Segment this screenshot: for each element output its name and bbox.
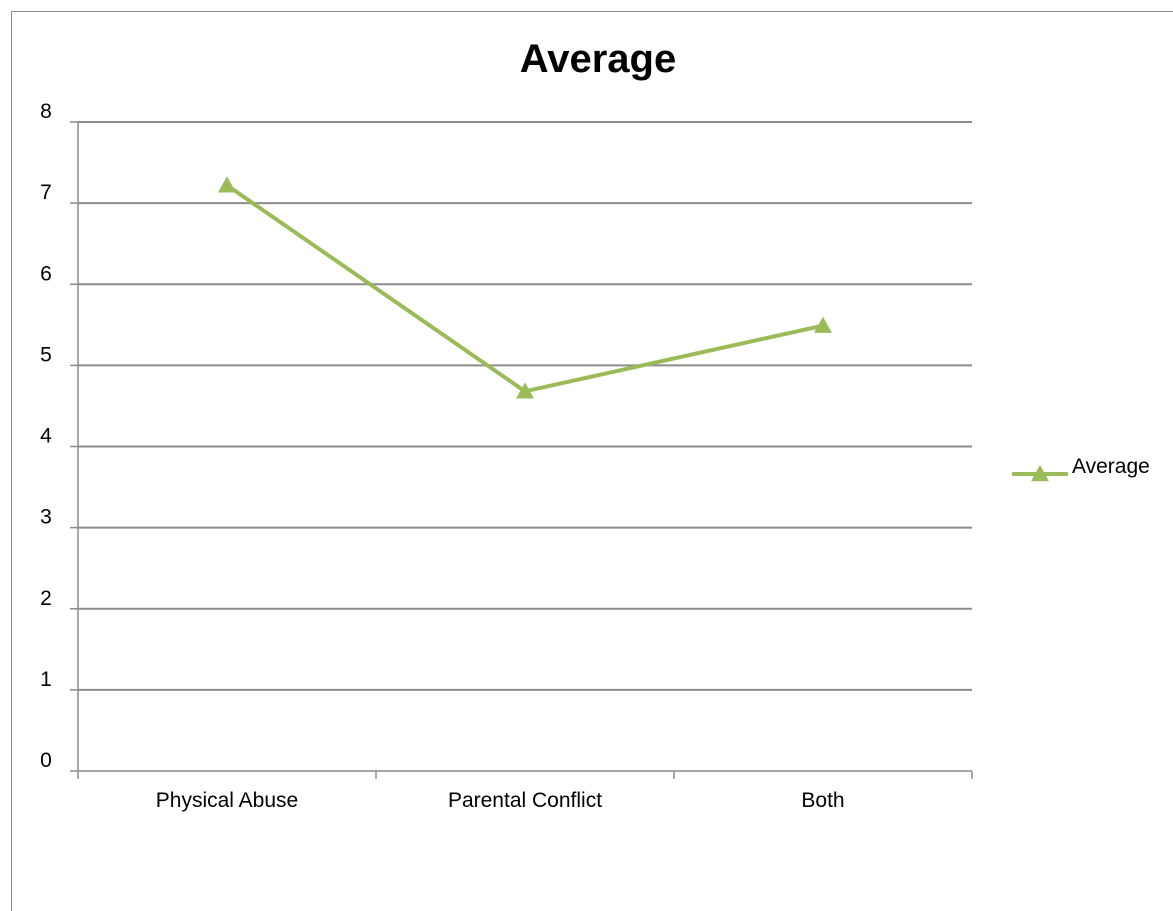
line-chart: Average 0 1 2 3 4 5 6 7 8 Physical Abuse Parental … <box>40 37 1150 812</box>
chart-title: Average <box>520 37 676 81</box>
y-tick-label: 6 <box>40 262 52 285</box>
x-tick-label: Physical Abuse <box>156 789 298 812</box>
x-tick-label: Parental Conflict <box>448 789 602 812</box>
y-tick-label: 7 <box>40 181 52 204</box>
chart-frame <box>11 11 1173 911</box>
y-tick-label: 8 <box>40 100 52 123</box>
axes <box>70 121 973 779</box>
y-tick-label: 1 <box>40 668 52 691</box>
y-tick-label: 4 <box>40 425 52 448</box>
legend-label: Average <box>1072 455 1150 478</box>
gridlines <box>78 121 972 691</box>
series-layer <box>218 176 832 399</box>
y-tick-label: 0 <box>40 749 52 772</box>
tick-labels: 0 1 2 3 4 5 6 7 8 Physical Abuse Parental Conflict… <box>40 100 844 812</box>
data-point-marker <box>814 316 832 333</box>
data-point-marker <box>218 176 236 193</box>
y-tick-label: 2 <box>40 587 52 610</box>
data-point-marker <box>516 382 534 399</box>
legend: Average <box>1012 455 1150 482</box>
y-tick-label: 3 <box>40 506 52 529</box>
series-line <box>225 183 824 394</box>
x-tick-label: Both <box>801 789 844 812</box>
legend-marker <box>1031 465 1049 482</box>
y-tick-label: 5 <box>40 343 52 366</box>
